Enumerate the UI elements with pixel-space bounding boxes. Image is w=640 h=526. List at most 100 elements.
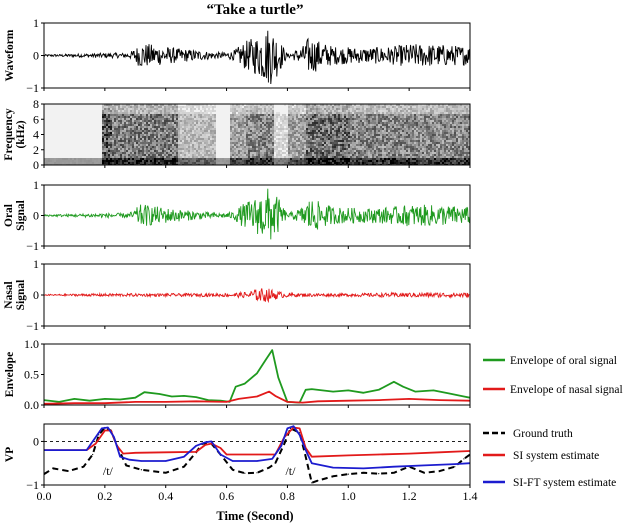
- spectrogram-cell: [74, 158, 76, 160]
- spectrogram-cell: [410, 144, 412, 146]
- spectrogram-cell: [264, 154, 266, 156]
- spectrogram-cell: [154, 146, 156, 148]
- spectrogram-cell: [362, 114, 364, 116]
- spectrogram-cell: [414, 146, 416, 148]
- spectrogram-cell: [260, 104, 262, 106]
- spectrogram-cell: [246, 136, 248, 138]
- spectrogram-cell: [264, 136, 266, 138]
- spectrogram-cell: [158, 156, 160, 158]
- spectrogram-cell: [142, 150, 144, 152]
- spectrogram-cell: [200, 144, 202, 146]
- spectrogram-cell: [190, 126, 192, 128]
- spectrogram-cell: [378, 104, 380, 106]
- spectrogram-cell: [346, 146, 348, 148]
- spectrogram-cell: [188, 154, 190, 156]
- spectrogram-cell: [310, 124, 312, 126]
- spectrogram-cell: [250, 138, 252, 140]
- spectrogram-cell: [328, 156, 330, 158]
- spectrogram-cell: [348, 156, 350, 158]
- spectrogram-cell: [292, 132, 294, 134]
- spectrogram-cell: [312, 128, 314, 130]
- spectrogram-cell: [188, 124, 190, 126]
- spectrogram-cell: [128, 122, 130, 124]
- spectrogram-cell: [170, 104, 172, 106]
- spectrogram-cell: [374, 128, 376, 130]
- spectrogram-cell: [130, 150, 132, 152]
- spectrogram-cell: [342, 138, 344, 140]
- spectrogram-cell: [110, 140, 112, 142]
- spectrogram-cell: [188, 118, 190, 120]
- spectrogram-cell: [370, 110, 372, 112]
- spectrogram-cell: [274, 148, 276, 150]
- spectrogram-cell: [270, 150, 272, 152]
- spectrogram-cell: [154, 118, 156, 120]
- spectrogram-cell: [126, 128, 128, 130]
- spectrogram-cell: [328, 162, 330, 164]
- spectrogram-cell: [404, 118, 406, 120]
- spectrogram-cell: [432, 124, 434, 126]
- spectrogram-cell: [134, 144, 136, 146]
- spectrogram-cell: [368, 126, 370, 128]
- spectrogram-cell: [340, 150, 342, 152]
- spectrogram-cell: [424, 144, 426, 146]
- spectrogram-cell: [254, 126, 256, 128]
- spectrogram-cell: [412, 146, 414, 148]
- spectrogram-cell: [242, 146, 244, 148]
- spectrogram-cell: [284, 140, 286, 142]
- spectrogram-cell: [226, 158, 228, 160]
- spectrogram-cell: [140, 118, 142, 120]
- spectrogram-cell: [246, 104, 248, 106]
- spectrogram-cell: [344, 146, 346, 148]
- spectrogram-cell: [150, 130, 152, 132]
- spectrogram-cell: [400, 150, 402, 152]
- spectrogram-cell: [324, 162, 326, 164]
- spectrogram-cell: [288, 116, 290, 118]
- spectrogram-cell: [304, 160, 306, 162]
- spectrogram-cell: [266, 158, 268, 160]
- spectrogram-cell: [104, 128, 106, 130]
- spectrogram-cell: [330, 162, 332, 164]
- spectrogram-cell: [370, 124, 372, 126]
- spectrogram-cell: [104, 158, 106, 160]
- spectrogram-cell: [420, 136, 422, 138]
- spectrogram-cell: [124, 124, 126, 126]
- spectrogram-cell: [126, 132, 128, 134]
- spectrogram-cell: [146, 146, 148, 148]
- spectrogram-cell: [242, 104, 244, 106]
- spectrogram-cell: [376, 148, 378, 150]
- spectrogram-cell: [426, 154, 428, 156]
- spectrogram-cell: [234, 106, 236, 108]
- spectrogram-cell: [412, 136, 414, 138]
- spectrogram-cell: [298, 116, 300, 118]
- spectrogram-cell: [318, 124, 320, 126]
- spectrogram-cell: [356, 108, 358, 110]
- spectrogram-cell: [174, 136, 176, 138]
- spectrogram-cell: [104, 130, 106, 132]
- spectrogram-cell: [152, 126, 154, 128]
- spectrogram-cell: [196, 104, 198, 106]
- spectrogram-cell: [292, 104, 294, 106]
- spectrogram-cell: [124, 158, 126, 160]
- spectrogram-cell: [404, 146, 406, 148]
- spectrogram-cell: [144, 120, 146, 122]
- spectrogram-cell: [432, 106, 434, 108]
- spectrogram-cell: [424, 140, 426, 142]
- spectrogram-cell: [178, 130, 180, 132]
- spectrogram-cell: [242, 114, 244, 116]
- spectrogram-cell: [318, 108, 320, 110]
- spectrogram-cell: [304, 134, 306, 136]
- spectrogram-cell: [264, 138, 266, 140]
- spectrogram-cell: [274, 142, 276, 144]
- spectrogram-cell: [396, 146, 398, 148]
- spectrogram-cell: [402, 144, 404, 146]
- spectrogram-cell: [362, 144, 364, 146]
- spectrogram-cell: [368, 112, 370, 114]
- spectrogram-cell: [254, 138, 256, 140]
- spectrogram-cell: [376, 152, 378, 154]
- spectrogram-cell: [306, 138, 308, 140]
- spectrogram-cell: [358, 128, 360, 130]
- spectrogram-cell: [386, 142, 388, 144]
- spectrogram-cell: [260, 116, 262, 118]
- spectrogram-cell: [348, 132, 350, 134]
- spectrogram-cell: [206, 140, 208, 142]
